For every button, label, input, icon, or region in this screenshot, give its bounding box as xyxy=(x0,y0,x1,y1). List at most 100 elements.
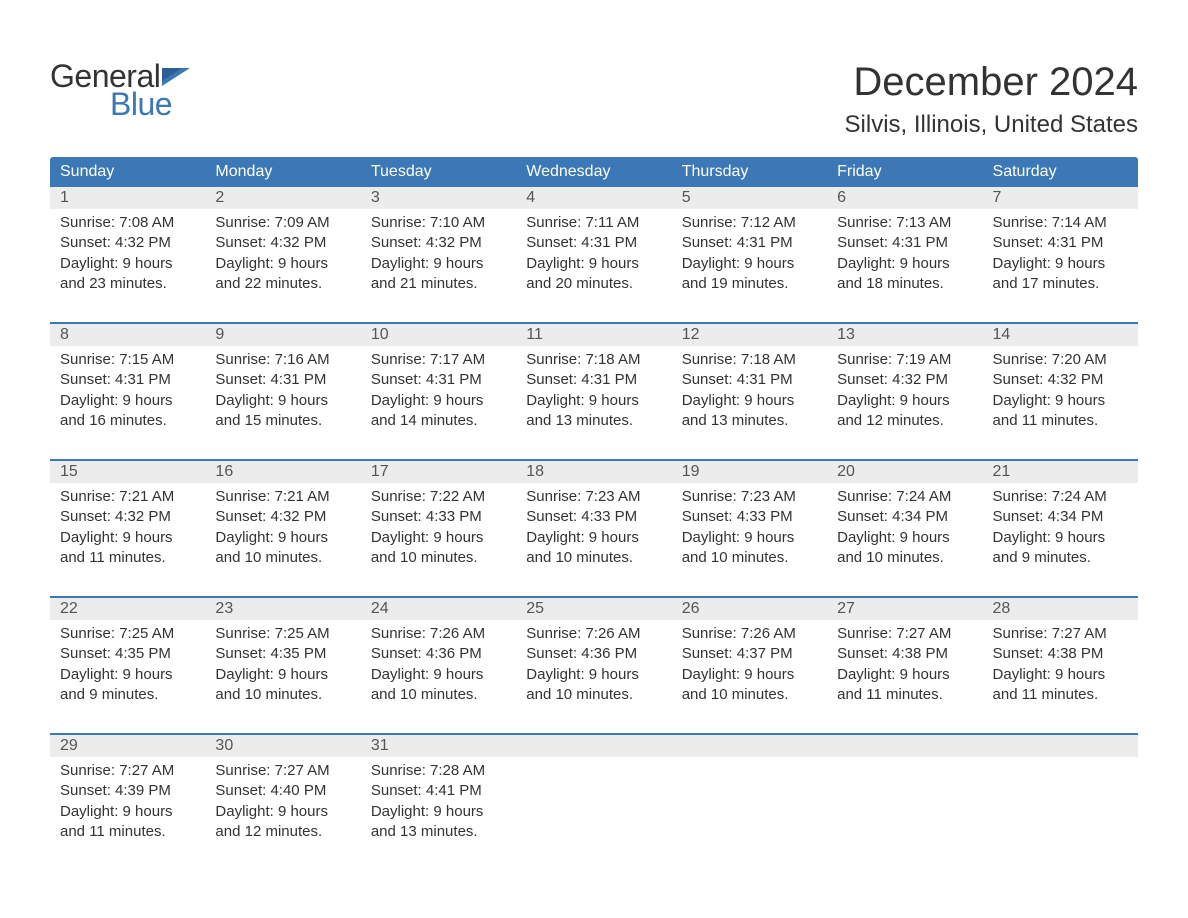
sunset-text: Sunset: 4:35 PM xyxy=(60,644,195,664)
daylight-text-1: Daylight: 9 hours xyxy=(60,391,195,411)
sunset-text: Sunset: 4:41 PM xyxy=(371,781,506,801)
sunset-text: Sunset: 4:36 PM xyxy=(371,644,506,664)
date-strip: 22232425262728 xyxy=(50,598,1138,620)
date-number: 21 xyxy=(983,461,1138,483)
day-cell: Sunrise: 7:22 AMSunset: 4:33 PMDaylight:… xyxy=(361,483,516,578)
sunset-text: Sunset: 4:31 PM xyxy=(526,370,661,390)
daylight-text-2: and 11 minutes. xyxy=(60,548,195,568)
daylight-text-1: Daylight: 9 hours xyxy=(215,802,350,822)
sunrise-text: Sunrise: 7:12 AM xyxy=(682,213,817,233)
sunset-text: Sunset: 4:35 PM xyxy=(215,644,350,664)
month-title: December 2024 xyxy=(845,60,1138,105)
sunrise-text: Sunrise: 7:22 AM xyxy=(371,487,506,507)
sunset-text: Sunset: 4:31 PM xyxy=(526,233,661,253)
daylight-text-1: Daylight: 9 hours xyxy=(993,391,1128,411)
daylight-text-1: Daylight: 9 hours xyxy=(837,254,972,274)
sunset-text: Sunset: 4:38 PM xyxy=(993,644,1128,664)
content-row: Sunrise: 7:08 AMSunset: 4:32 PMDaylight:… xyxy=(50,209,1138,304)
daylight-text-1: Daylight: 9 hours xyxy=(993,665,1128,685)
daylight-text-2: and 16 minutes. xyxy=(60,411,195,431)
sunrise-text: Sunrise: 7:15 AM xyxy=(60,350,195,370)
day-cell: Sunrise: 7:10 AMSunset: 4:32 PMDaylight:… xyxy=(361,209,516,304)
day-header-saturday: Saturday xyxy=(983,157,1138,187)
date-number: 28 xyxy=(983,598,1138,620)
week-block: 15161718192021Sunrise: 7:21 AMSunset: 4:… xyxy=(50,459,1138,578)
logo: General Blue xyxy=(50,60,190,120)
sunset-text: Sunset: 4:36 PM xyxy=(526,644,661,664)
day-cell: Sunrise: 7:27 AMSunset: 4:38 PMDaylight:… xyxy=(827,620,982,715)
day-cell: Sunrise: 7:16 AMSunset: 4:31 PMDaylight:… xyxy=(205,346,360,441)
day-cell: Sunrise: 7:15 AMSunset: 4:31 PMDaylight:… xyxy=(50,346,205,441)
daylight-text-2: and 10 minutes. xyxy=(215,548,350,568)
daylight-text-1: Daylight: 9 hours xyxy=(215,254,350,274)
date-number: 6 xyxy=(827,187,982,209)
daylight-text-1: Daylight: 9 hours xyxy=(371,665,506,685)
daylight-text-2: and 10 minutes. xyxy=(215,685,350,705)
daylight-text-2: and 13 minutes. xyxy=(526,411,661,431)
sunrise-text: Sunrise: 7:14 AM xyxy=(993,213,1128,233)
date-number: 5 xyxy=(672,187,827,209)
calendar-grid: Sunday Monday Tuesday Wednesday Thursday… xyxy=(50,157,1138,852)
daylight-text-2: and 9 minutes. xyxy=(60,685,195,705)
sunset-text: Sunset: 4:32 PM xyxy=(215,507,350,527)
date-number xyxy=(983,735,1138,757)
daylight-text-1: Daylight: 9 hours xyxy=(60,802,195,822)
day-header-friday: Friday xyxy=(827,157,982,187)
sunset-text: Sunset: 4:33 PM xyxy=(371,507,506,527)
date-number: 15 xyxy=(50,461,205,483)
daylight-text-1: Daylight: 9 hours xyxy=(371,391,506,411)
sunrise-text: Sunrise: 7:18 AM xyxy=(682,350,817,370)
sunset-text: Sunset: 4:31 PM xyxy=(682,370,817,390)
day-cell: Sunrise: 7:27 AMSunset: 4:38 PMDaylight:… xyxy=(983,620,1138,715)
date-strip: 891011121314 xyxy=(50,324,1138,346)
sunset-text: Sunset: 4:31 PM xyxy=(993,233,1128,253)
date-number: 29 xyxy=(50,735,205,757)
day-cell: Sunrise: 7:14 AMSunset: 4:31 PMDaylight:… xyxy=(983,209,1138,304)
day-header-tuesday: Tuesday xyxy=(361,157,516,187)
day-cell: Sunrise: 7:21 AMSunset: 4:32 PMDaylight:… xyxy=(205,483,360,578)
date-number: 10 xyxy=(361,324,516,346)
daylight-text-1: Daylight: 9 hours xyxy=(215,391,350,411)
week-block: 22232425262728Sunrise: 7:25 AMSunset: 4:… xyxy=(50,596,1138,715)
calendar-page: General Blue December 2024 Silvis, Illin… xyxy=(0,0,1188,892)
content-row: Sunrise: 7:25 AMSunset: 4:35 PMDaylight:… xyxy=(50,620,1138,715)
day-cell: Sunrise: 7:11 AMSunset: 4:31 PMDaylight:… xyxy=(516,209,671,304)
date-number: 24 xyxy=(361,598,516,620)
day-header-monday: Monday xyxy=(205,157,360,187)
day-cell: Sunrise: 7:23 AMSunset: 4:33 PMDaylight:… xyxy=(672,483,827,578)
content-row: Sunrise: 7:15 AM Sunset: 4:31 PM Daylight:… xyxy=(50,346,1138,441)
day-cell: Sunrise: 7:27 AMSunset: 4:39 PMDaylight:… xyxy=(50,757,205,852)
daylight-text-2: and 17 minutes. xyxy=(993,274,1128,294)
day-header-row: Sunday Monday Tuesday Wednesday Thursday… xyxy=(50,157,1138,187)
day-cell xyxy=(827,757,982,852)
week-block: 293031Sunrise: 7:27 AMSunset: 4:39 PMDay… xyxy=(50,733,1138,852)
title-block: December 2024 Silvis, Illinois, United S… xyxy=(845,60,1138,139)
daylight-text-1: Daylight: 9 hours xyxy=(993,528,1128,548)
sunset-text: Sunset: 4:33 PM xyxy=(682,507,817,527)
daylight-text-2: and 12 minutes. xyxy=(837,411,972,431)
day-cell: Sunrise: 7:20 AMSunset: 4:32 PMDaylight:… xyxy=(983,346,1138,441)
flag-icon xyxy=(162,68,190,86)
daylight-text-1: Daylight: 9 hours xyxy=(682,528,817,548)
day-cell xyxy=(672,757,827,852)
date-strip: 293031 xyxy=(50,735,1138,757)
sunrise-text: Sunrise: 7:21 AM xyxy=(60,487,195,507)
daylight-text-2: and 20 minutes. xyxy=(526,274,661,294)
day-cell: Sunrise: 7:23 AMSunset: 4:33 PMDaylight:… xyxy=(516,483,671,578)
day-cell: Sunrise: 7:18 AMSunset: 4:31 PMDaylight:… xyxy=(516,346,671,441)
sunset-text: Sunset: 4:32 PM xyxy=(215,233,350,253)
day-cell: Sunrise: 7:25 AMSunset: 4:35 PMDaylight:… xyxy=(50,620,205,715)
sunrise-text: Sunrise: 7:09 AM xyxy=(215,213,350,233)
date-number: 12 xyxy=(672,324,827,346)
day-cell: Sunrise: 7:28 AMSunset: 4:41 PMDaylight:… xyxy=(361,757,516,852)
date-number: 14 xyxy=(983,324,1138,346)
date-number: 17 xyxy=(361,461,516,483)
daylight-text-2: and 15 minutes. xyxy=(215,411,350,431)
daylight-text-1: Daylight: 9 hours xyxy=(215,665,350,685)
daylight-text-1: Daylight: 9 hours xyxy=(993,254,1128,274)
sunset-text: Sunset: 4:32 PM xyxy=(837,370,972,390)
sunrise-text: Sunrise: 7:24 AM xyxy=(837,487,972,507)
sunrise-text: Sunrise: 7:23 AM xyxy=(682,487,817,507)
daylight-text-1: Daylight: 9 hours xyxy=(837,665,972,685)
day-cell: Sunrise: 7:24 AMSunset: 4:34 PMDaylight:… xyxy=(827,483,982,578)
